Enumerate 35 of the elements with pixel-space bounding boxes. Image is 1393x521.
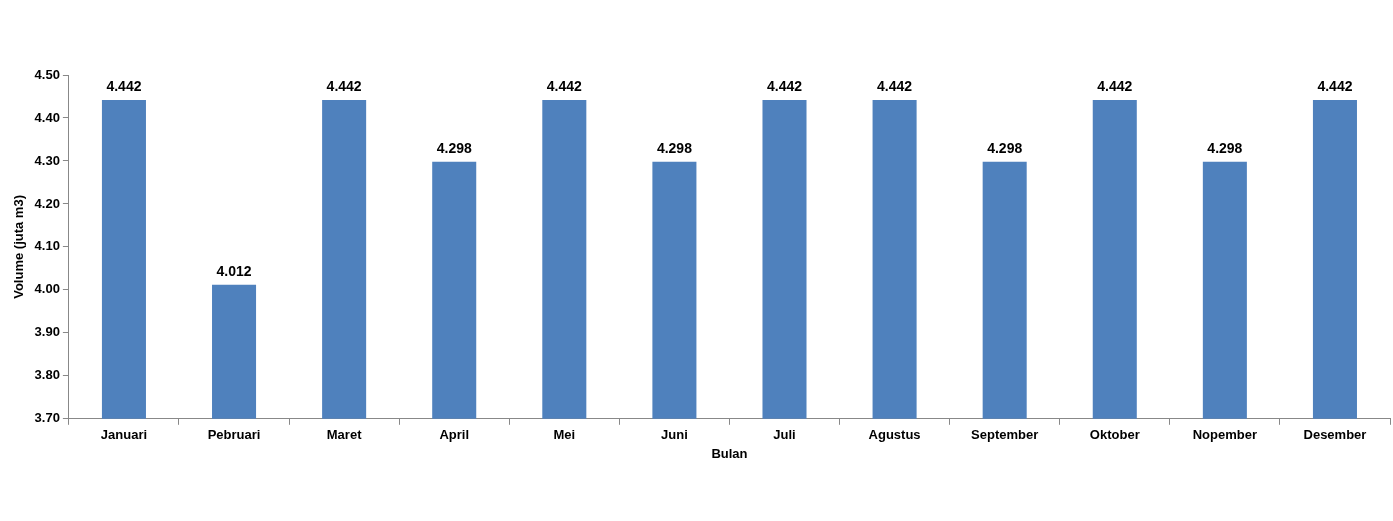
x-tick-label: Desember xyxy=(1303,427,1367,443)
data-label: 4.442 xyxy=(106,77,142,94)
x-tick-label: April xyxy=(439,427,470,443)
x-tick-label: Agustus xyxy=(868,427,921,443)
y-tick-label: 4.30 xyxy=(34,152,60,168)
y-tick-label: 4.20 xyxy=(34,195,60,211)
x-tick-label: Januari xyxy=(100,427,148,443)
data-label: 4.442 xyxy=(766,77,803,94)
x-tick-label: Juli xyxy=(773,427,796,443)
x-tick-label: Pebruari xyxy=(207,427,261,443)
x-tick-label: Maret xyxy=(326,427,363,443)
y-tick-label: 4.40 xyxy=(34,109,60,125)
y-tick-label: 4.50 xyxy=(34,66,60,82)
data-label: 4.298 xyxy=(436,139,472,156)
y-tick-label: 4.00 xyxy=(34,281,60,297)
x-tick-label: Oktober xyxy=(1089,427,1140,443)
x-tick-label: September xyxy=(971,427,1039,443)
x-tick-label: Juni xyxy=(661,427,688,443)
y-tick-label: 3.70 xyxy=(34,410,60,426)
data-label: 4.442 xyxy=(1097,77,1133,94)
data-label: 4.442 xyxy=(1317,77,1353,94)
data-label: 4.442 xyxy=(877,77,913,94)
y-tick-label: 3.80 xyxy=(34,367,60,383)
x-tick-label: Nopember xyxy=(1192,427,1258,443)
data-label: 4.298 xyxy=(987,139,1023,156)
data-label: 4.298 xyxy=(656,139,693,156)
x-tick-label: Mei xyxy=(553,427,576,443)
data-label: 4.012 xyxy=(216,262,252,279)
x-axis-title: Bulan xyxy=(711,445,748,461)
y-axis-title: Volume (juta m3) xyxy=(11,195,27,299)
y-tick-label: 3.90 xyxy=(34,324,60,340)
y-tick-label: 4.10 xyxy=(34,238,60,254)
data-label: 4.442 xyxy=(546,77,583,94)
data-label: 4.442 xyxy=(326,77,362,94)
data-label: 4.298 xyxy=(1207,139,1243,156)
